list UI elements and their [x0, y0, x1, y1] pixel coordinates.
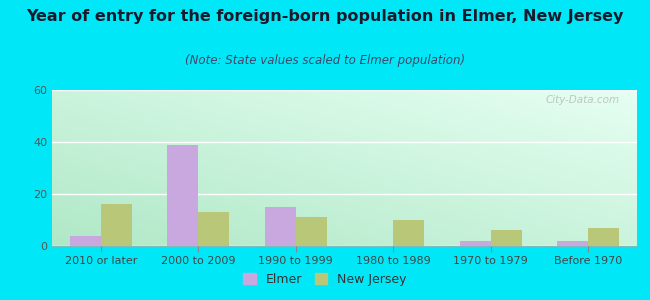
Bar: [393, 220, 424, 246]
Bar: [557, 241, 588, 246]
Text: Year of entry for the foreign-born population in Elmer, New Jersey: Year of entry for the foreign-born popul…: [26, 9, 624, 24]
Text: (Note: State values scaled to Elmer population): (Note: State values scaled to Elmer popu…: [185, 54, 465, 67]
Text: City-Data.com: City-Data.com: [545, 95, 619, 105]
Bar: [296, 218, 327, 246]
Bar: [101, 204, 132, 246]
Bar: [491, 230, 522, 246]
Bar: [167, 145, 198, 246]
Bar: [588, 228, 619, 246]
Bar: [198, 212, 229, 246]
Bar: [460, 241, 491, 246]
Bar: [70, 236, 101, 246]
Bar: [265, 207, 296, 246]
Legend: Elmer, New Jersey: Elmer, New Jersey: [239, 268, 411, 291]
